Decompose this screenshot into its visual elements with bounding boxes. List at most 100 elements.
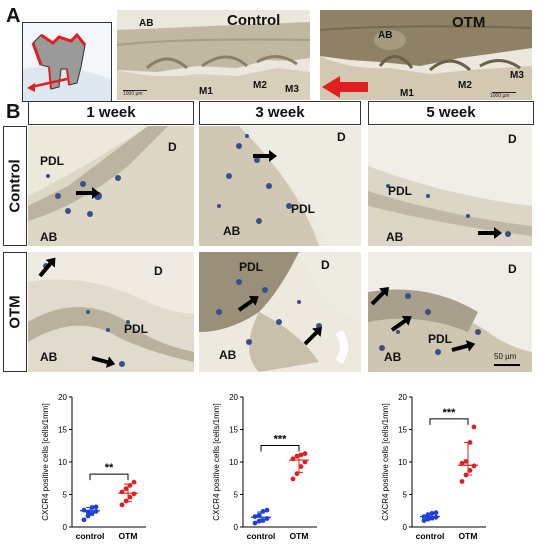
o5-scale-text: 50 µm — [494, 352, 517, 361]
week-header-3: 3 week — [199, 101, 361, 125]
data-point — [260, 509, 266, 514]
micrograph-control-5week: D PDL AB — [368, 126, 532, 246]
y-axis-label: CXCR4 positive cells [cells/1mm] — [381, 403, 390, 520]
chart-3week-svg: 0 5 10 15 20 CXCR4 positive cells [cells/1mm]… — [212, 393, 317, 541]
y-tick-label: 15 — [229, 426, 238, 435]
control-scale-bar — [123, 90, 147, 91]
y-tick-label: 5 — [403, 491, 408, 500]
control-label-m2: M2 — [253, 80, 267, 91]
data-point — [467, 468, 473, 473]
data-point — [433, 510, 439, 516]
data-point — [302, 451, 308, 456]
control-overview-image: Control AB M1 M2 M3 1000 µm — [117, 10, 310, 100]
x-tick-label: control — [416, 531, 445, 541]
control-label-m1: M1 — [199, 86, 213, 97]
panel-a-letter: A — [6, 5, 21, 27]
data-point — [85, 513, 91, 519]
y-tick-label: 0 — [403, 523, 408, 532]
data-point — [93, 504, 99, 510]
data-point — [89, 510, 95, 516]
data-point — [421, 518, 427, 523]
row-header-control: Control — [3, 126, 27, 246]
c1-arrow-icon — [76, 187, 100, 199]
row-label-control: Control — [6, 159, 24, 213]
week-header-1: 1 week — [28, 101, 194, 125]
data-point — [471, 424, 477, 430]
data-point — [459, 460, 465, 466]
data-point — [119, 502, 125, 508]
significance-bracket — [429, 418, 469, 425]
control-jaw-tissue — [117, 22, 310, 100]
otm-overview-title: OTM — [452, 14, 486, 31]
tissue-o1 — [28, 252, 194, 372]
significance-bracket — [260, 445, 300, 452]
otm-jaw-tissue — [320, 10, 532, 100]
otm-scale-bar — [492, 92, 516, 93]
x-tick-label: OTM — [290, 531, 309, 541]
c5-label-ab: AB — [386, 230, 404, 244]
data-point — [463, 458, 469, 464]
force-arrow-icon — [322, 76, 368, 98]
micrograph-otm-3week: PDL D AB — [199, 252, 361, 372]
c5-label-pdl: PDL — [388, 184, 412, 198]
c1-label-d: D — [168, 140, 177, 154]
o1-label-d: D — [154, 264, 163, 278]
y-tick-label: 5 — [63, 491, 68, 500]
otm-scale-text: 1000 µm — [490, 93, 510, 99]
o3-label-ab: AB — [219, 348, 237, 362]
data-point — [433, 514, 439, 520]
data-point — [471, 463, 477, 469]
c5-arrow-icon — [478, 227, 502, 239]
x-tick-label: OTM — [459, 531, 478, 541]
data-point — [256, 518, 262, 524]
chart-3week: 0 5 10 15 20 CXCR4 positive cells [cells/1mm]… — [199, 385, 361, 545]
otm-label-m3: M3 — [510, 70, 524, 81]
y-tick-label: 15 — [398, 426, 407, 435]
row-header-otm: OTM — [3, 252, 27, 372]
chart-5week-svg: 0 5 10 15 20 CXCR4 positive cells [cells/1mm]… — [381, 393, 486, 541]
o5-label-ab: AB — [384, 350, 402, 364]
data-point — [123, 498, 129, 504]
micrograph-otm-1week: D PDL AB — [28, 252, 194, 372]
row-label-otm: OTM — [6, 295, 24, 329]
o1-label-pdl: PDL — [124, 322, 148, 336]
y-tick-label: 20 — [229, 393, 238, 402]
y-tick-label: 20 — [398, 393, 407, 402]
significance-label: *** — [443, 407, 457, 419]
control-label-ab: AB — [139, 18, 154, 29]
micrograph-otm-5week: D PDL AB 50 µm — [368, 252, 532, 372]
c3-label-ab: AB — [223, 224, 241, 238]
x-tick-label: OTM — [119, 531, 138, 541]
x-tick-label: control — [76, 531, 105, 541]
o3-label-d: D — [321, 258, 330, 272]
data-point — [127, 494, 133, 500]
otm-label-m1: M1 — [400, 88, 414, 99]
o1-label-ab: AB — [40, 350, 58, 364]
x-tick-label: control — [247, 531, 276, 541]
significance-bracket — [89, 473, 129, 481]
o5-label-pdl: PDL — [428, 332, 452, 346]
otm-overview-image: OTM AB M1 M2 M3 1000 µm — [320, 10, 532, 100]
data-point — [131, 479, 137, 485]
o5-label-d: D — [508, 262, 517, 276]
y-tick-label: 10 — [58, 458, 67, 467]
micrograph-control-1week: D PDL AB — [28, 126, 194, 246]
y-axis-label: CXCR4 positive cells [cells/1mm] — [41, 403, 50, 520]
significance-label: ** — [105, 462, 114, 474]
micrograph-control-3week: D PDL AB — [199, 126, 361, 246]
data-point — [290, 476, 296, 482]
y-tick-label: 10 — [398, 458, 407, 467]
tissue-o3 — [199, 252, 361, 372]
c1-label-ab: AB — [40, 230, 58, 244]
significance-label: *** — [274, 434, 288, 446]
c3-label-pdl: PDL — [291, 202, 315, 216]
chart-1week-svg: 0 5 10 15 20 CXCR4 positive cells [cells/1mm]… — [41, 393, 146, 541]
otm-label-m2: M2 — [458, 80, 472, 91]
week-header-5: 5 week — [368, 101, 534, 125]
y-tick-label: 20 — [58, 393, 67, 402]
data-point — [81, 517, 87, 523]
y-tick-label: 10 — [229, 458, 238, 467]
data-point — [93, 509, 99, 514]
c3-label-d: D — [337, 130, 346, 144]
data-point — [252, 520, 258, 526]
